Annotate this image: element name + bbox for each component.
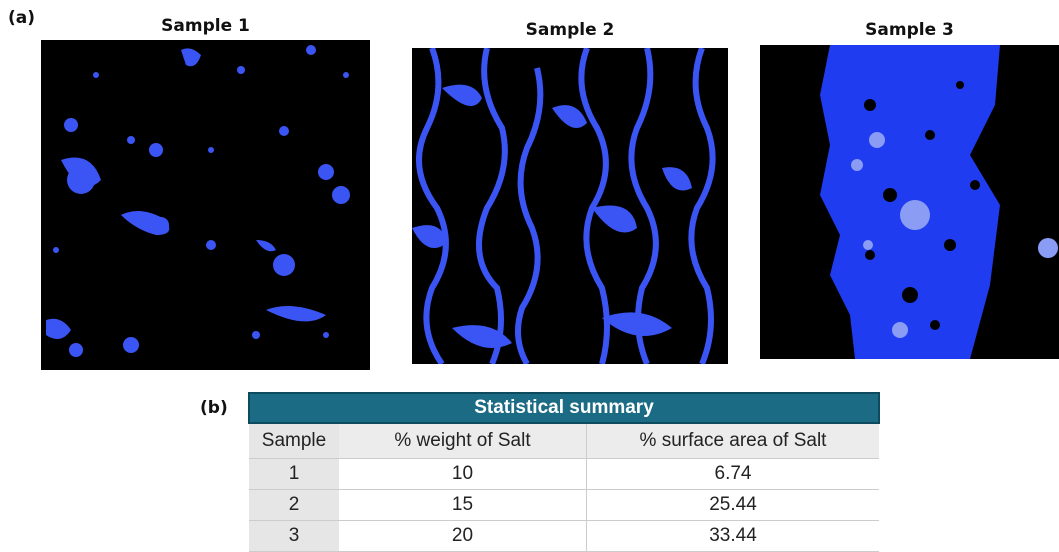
- sample-image: [41, 40, 370, 370]
- cell: 6.74: [586, 458, 879, 490]
- summary-table: Statistical summary Sample % weight of S…: [248, 392, 880, 552]
- image-title: Sample 1: [161, 16, 250, 36]
- header-cell: % weight of Salt: [339, 423, 587, 459]
- table-title: Statistical summary: [248, 392, 880, 424]
- header-cell: Sample: [249, 423, 339, 459]
- header-cell: % surface area of Salt: [586, 423, 879, 459]
- cell: 2: [249, 489, 339, 521]
- panel-label: (b): [200, 398, 228, 418]
- sample-image: [412, 48, 728, 364]
- cell: 33.44: [586, 520, 879, 552]
- cell: 15: [339, 489, 587, 521]
- image-title: Sample 3: [865, 20, 954, 40]
- sample-image: [760, 45, 1059, 359]
- cell: 25.44: [586, 489, 879, 521]
- panel-label: (a): [8, 8, 36, 28]
- image-title: Sample 2: [525, 20, 615, 40]
- cell: 1: [249, 458, 339, 490]
- cell: 10: [339, 458, 587, 490]
- cell: 3: [249, 520, 339, 552]
- cell: 20: [339, 520, 587, 552]
